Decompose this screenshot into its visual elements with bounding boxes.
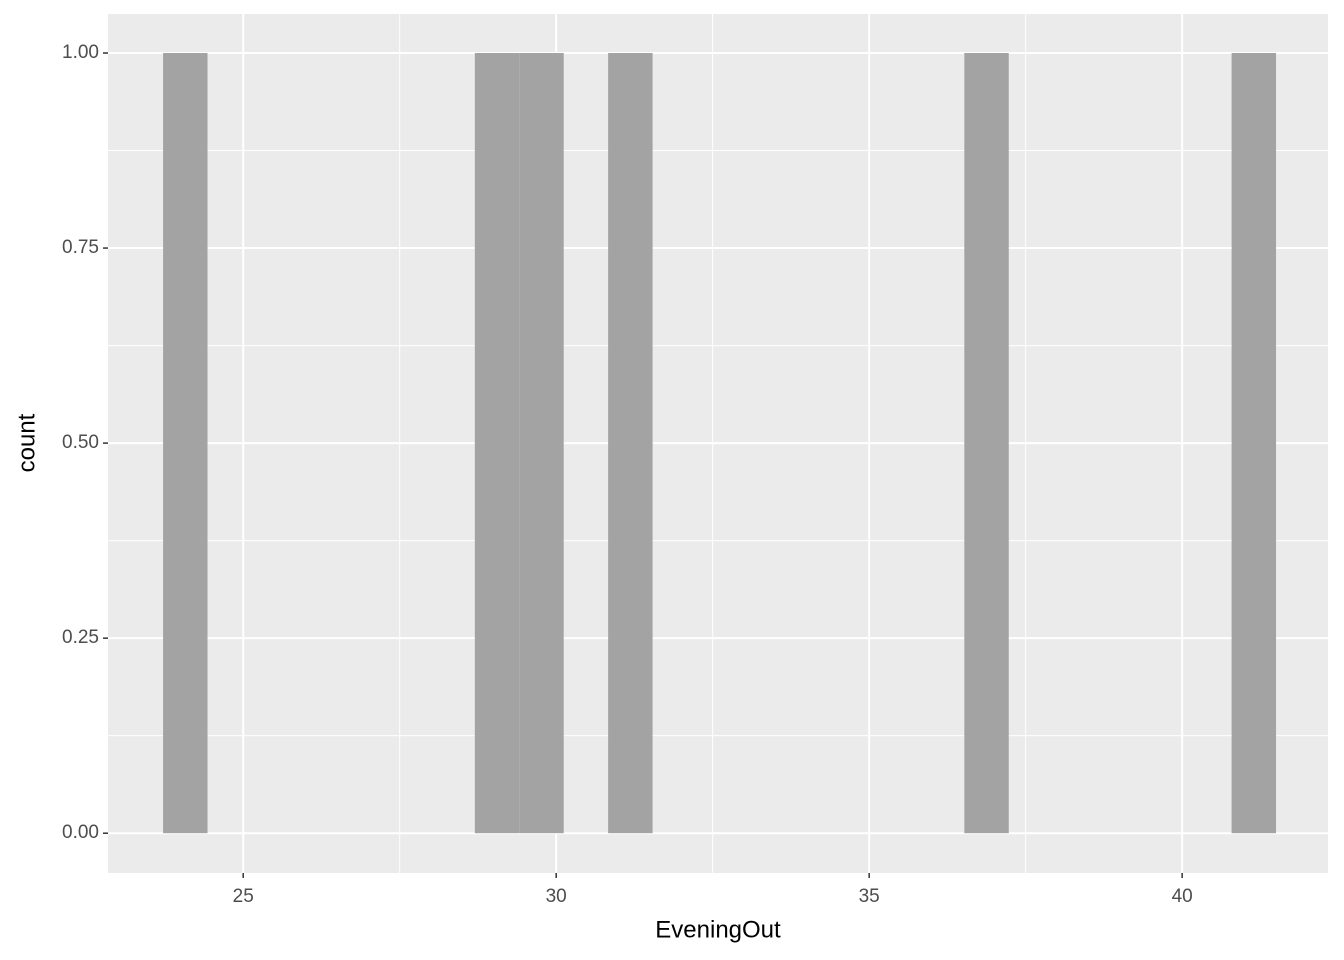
bars: [163, 53, 1277, 834]
bar: [474, 53, 520, 834]
x-tick-label: 25: [233, 886, 254, 907]
bar: [608, 53, 653, 834]
bar: [163, 53, 208, 834]
bar: [1231, 53, 1277, 834]
y-tick-label: 0.00: [62, 822, 99, 843]
y-axis-title: count: [13, 413, 40, 472]
x-tick-label: 30: [546, 886, 567, 907]
x-tick-label: 35: [859, 886, 880, 907]
bar: [964, 53, 1009, 834]
y-tick-label: 0.50: [62, 432, 99, 453]
y-tick-label: 0.25: [62, 627, 99, 648]
x-axis-title: EveningOut: [655, 916, 781, 943]
axes: 0.00 0.25 0.50 0.75 1.00 25 30 35 40: [62, 42, 1193, 907]
x-tick-label: 40: [1172, 886, 1193, 907]
y-tick-label: 0.75: [62, 237, 99, 258]
bar: [519, 53, 564, 834]
y-tick-label: 1.00: [62, 42, 99, 63]
